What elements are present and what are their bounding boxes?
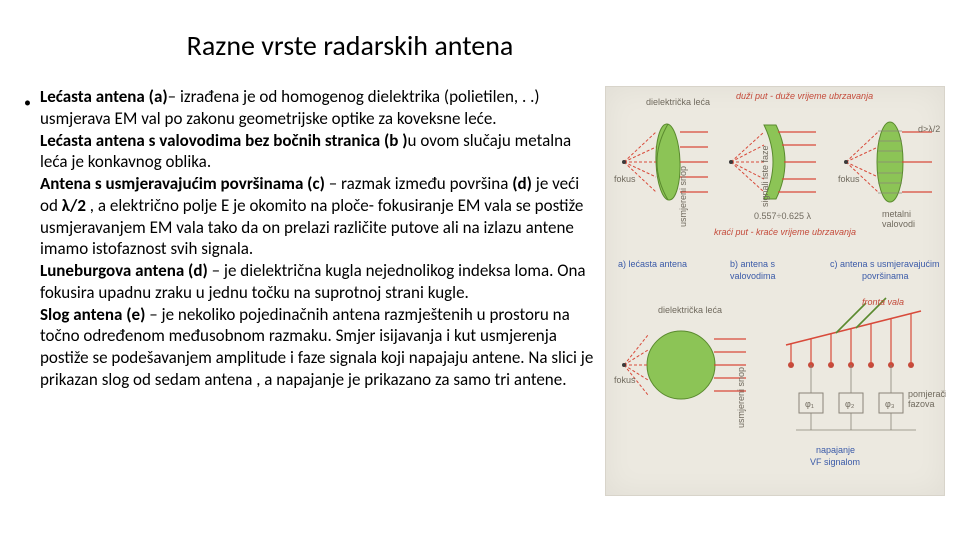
bold: λ/2 — [62, 195, 86, 216]
label: valovodi — [882, 219, 915, 229]
label: pomjerači — [908, 389, 946, 399]
label: d>λ/2 — [918, 124, 940, 134]
bold: (d) — [512, 173, 536, 194]
label: dielektrička leća — [658, 305, 722, 315]
label: duži put - duže vrijeme ubrzavanja — [736, 91, 873, 101]
label: fokus — [614, 174, 636, 184]
label: usmjereni snop — [736, 367, 746, 428]
label: površinama — [862, 271, 909, 281]
fig-b: duži put - duže vrijeme ubrzavanja signa… — [714, 91, 873, 281]
label: valovodima — [730, 271, 776, 281]
bold: Lećasta antena (a) — [40, 86, 168, 107]
label: napajanje — [816, 445, 855, 455]
label: fazova — [908, 399, 935, 409]
label: fokus — [838, 174, 860, 184]
body-text: Lećasta antena (a)– izrađena je od homog… — [40, 86, 596, 391]
antenna-figure: dielektrička leća usmjereni snop fokus a… — [605, 86, 945, 496]
label: usmjereni snop — [678, 166, 688, 227]
page-title: Razne vrste radarskih antena — [0, 28, 960, 63]
fig-e: φ₁ φ₂ φ₃ fronta vala pomjerači fazova na… — [786, 297, 946, 467]
label: metalni — [882, 209, 911, 219]
label: kraći put - kraće vrijeme ubrzavanja — [714, 227, 856, 237]
label: fokus — [614, 375, 636, 385]
bold: Luneburgova antena (d) — [40, 260, 212, 281]
label: b) antena s — [730, 259, 776, 269]
bold: Lećasta antena s valovodima bez bočnih s… — [40, 130, 408, 151]
bold: Antena s usmjeravajućim površinama (c) — [40, 173, 329, 194]
phi: φ₃ — [885, 399, 895, 409]
label: 0.557÷0.625 λ — [754, 211, 811, 221]
fig-d: dielektrička leća usmjereni snop fokus — [614, 305, 746, 428]
bullet-marker: • — [24, 94, 31, 111]
title-text: Razne vrste radarskih antena — [187, 28, 514, 63]
figure-svg: dielektrička leća usmjereni snop fokus a… — [606, 87, 946, 497]
label: signali iste faze — [760, 145, 770, 207]
text: – razmak između površina — [329, 173, 512, 194]
paragraph: Lećasta antena (a)– izrađena je od homog… — [40, 86, 596, 391]
label: dielektrička leća — [646, 97, 710, 107]
text: , a električno polje E je okomito na plo… — [40, 195, 583, 260]
fig-a: dielektrička leća usmjereni snop fokus a… — [614, 97, 710, 269]
label: VF signalom — [810, 457, 860, 467]
label: a) lećasta antena — [618, 259, 687, 269]
bold: Slog antena (e) — [40, 304, 149, 325]
fig-c: d>λ/2 fokus metalni valovodi c) antena s… — [830, 122, 940, 281]
label: fronta vala — [862, 297, 904, 307]
phi: φ₁ — [805, 399, 814, 409]
label: c) antena s usmjeravajućim — [830, 259, 940, 269]
phi: φ₂ — [845, 399, 855, 409]
